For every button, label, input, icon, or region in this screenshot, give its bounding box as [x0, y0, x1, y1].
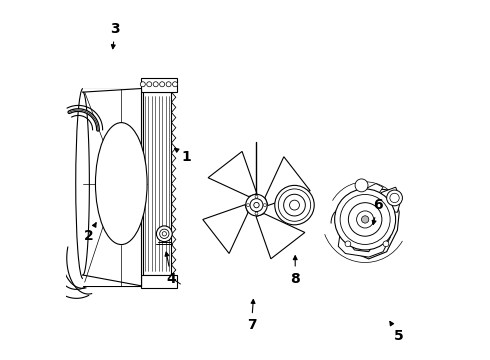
Circle shape [355, 179, 368, 192]
Polygon shape [208, 152, 257, 197]
Circle shape [166, 82, 171, 87]
Circle shape [340, 194, 390, 244]
Polygon shape [338, 226, 392, 257]
Text: 1: 1 [175, 148, 191, 164]
Circle shape [254, 202, 259, 208]
Polygon shape [342, 187, 399, 259]
Circle shape [162, 231, 167, 236]
Circle shape [278, 189, 311, 221]
Circle shape [284, 194, 305, 216]
Circle shape [357, 211, 374, 228]
Circle shape [147, 82, 152, 87]
Circle shape [264, 204, 266, 207]
Circle shape [383, 241, 389, 247]
Text: 4: 4 [165, 252, 176, 285]
Circle shape [172, 82, 177, 87]
Circle shape [255, 212, 258, 215]
Circle shape [345, 241, 351, 247]
Ellipse shape [96, 123, 147, 244]
Circle shape [275, 185, 314, 225]
Text: 8: 8 [291, 256, 300, 285]
Circle shape [250, 199, 263, 212]
Polygon shape [143, 92, 172, 275]
Polygon shape [83, 89, 141, 286]
Circle shape [290, 200, 299, 210]
Polygon shape [354, 184, 383, 203]
Text: 7: 7 [246, 300, 256, 332]
Polygon shape [203, 205, 248, 253]
Circle shape [153, 82, 158, 87]
Circle shape [246, 204, 249, 207]
Circle shape [140, 82, 146, 87]
Polygon shape [141, 78, 177, 92]
Circle shape [245, 194, 267, 216]
Polygon shape [265, 157, 310, 206]
Text: 3: 3 [110, 22, 120, 49]
Polygon shape [141, 275, 177, 288]
Circle shape [335, 189, 395, 250]
Circle shape [156, 226, 172, 242]
Text: 2: 2 [84, 223, 96, 243]
Polygon shape [256, 213, 305, 259]
Circle shape [387, 190, 402, 206]
Circle shape [362, 216, 369, 223]
Circle shape [390, 193, 399, 203]
Circle shape [255, 195, 258, 198]
Polygon shape [381, 187, 401, 212]
Text: 5: 5 [390, 321, 404, 343]
Circle shape [348, 203, 382, 236]
Circle shape [160, 229, 169, 238]
Circle shape [160, 82, 165, 87]
Text: 6: 6 [372, 198, 383, 225]
